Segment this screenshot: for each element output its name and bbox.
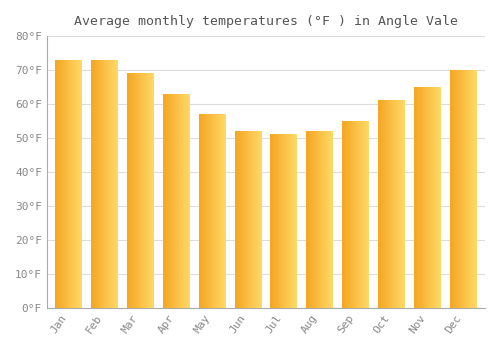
Title: Average monthly temperatures (°F ) in Angle Vale: Average monthly temperatures (°F ) in An… [74, 15, 458, 28]
